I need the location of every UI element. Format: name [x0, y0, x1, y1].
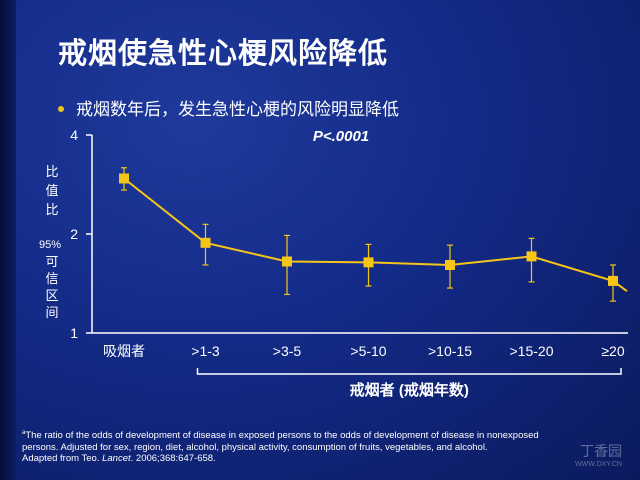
- slide-title: 戒烟使急性心梗风险降低: [58, 38, 389, 70]
- category-bracket: [196, 368, 622, 375]
- bullet-item: 戒烟数年后，发生急性心梗的风险明显降低: [58, 95, 399, 120]
- watermark: 丁香园 WWW.DXY.CN: [575, 441, 622, 468]
- x-tick-label: >3-5: [273, 343, 302, 359]
- data-point: [445, 259, 455, 270]
- y-tick-label: 2: [70, 226, 78, 242]
- y-axis-label-char: 比: [45, 202, 58, 217]
- y-axis-label-char: 区: [45, 288, 58, 303]
- watermark-url: WWW.DXY.CN: [575, 461, 622, 468]
- series-line: [123, 177, 628, 293]
- y-tick-label: 1: [70, 325, 78, 341]
- y-axis-label-char: 间: [45, 305, 58, 320]
- x-tick-label: >5-10: [350, 343, 386, 359]
- watermark-brand: 丁香园: [580, 443, 622, 459]
- data-point: [200, 237, 211, 248]
- footnote-marker: a: [22, 430, 26, 436]
- footnote-line-3: Adapted from Teo. Lancet. 2006;368:647-6…: [22, 453, 216, 465]
- data-point: [363, 257, 374, 268]
- y-axis-label-char: 值: [45, 183, 58, 198]
- footnote: aThe ratio of the odds of development of…: [22, 428, 622, 465]
- bullet-text: 戒烟数年后，发生急性心梗的风险明显降低: [76, 100, 399, 119]
- y-axis-label-ci: 95%: [39, 239, 61, 251]
- data-point: [119, 173, 129, 184]
- footnote-line-1: aThe ratio of the odds of development of…: [22, 430, 539, 442]
- x-axis-label: 戒烟者 (戒烟年数): [350, 381, 469, 399]
- bullet-icon: [58, 106, 64, 112]
- x-tick-label: ≥20: [601, 343, 624, 359]
- data-point: [608, 275, 618, 286]
- x-tick-label: >15-20: [510, 343, 554, 359]
- x-tick-label: 吸烟者: [103, 343, 145, 359]
- data-point: [526, 251, 537, 262]
- y-axis-label-char: 比: [45, 164, 58, 179]
- y-axis-label-char: 可: [45, 254, 58, 269]
- y-axis-label-char: 信: [45, 271, 58, 286]
- x-tick-label: >1-3: [191, 343, 220, 359]
- x-tick-label: >10-15: [428, 343, 472, 359]
- y-tick-label: 4: [70, 127, 78, 143]
- footnote-line-2: persons. Adjusted for sex, region, diet,…: [22, 441, 488, 453]
- data-point: [282, 256, 292, 267]
- p-value-annotation: P<.0001: [313, 128, 369, 145]
- left-accent-bar: [0, 0, 16, 480]
